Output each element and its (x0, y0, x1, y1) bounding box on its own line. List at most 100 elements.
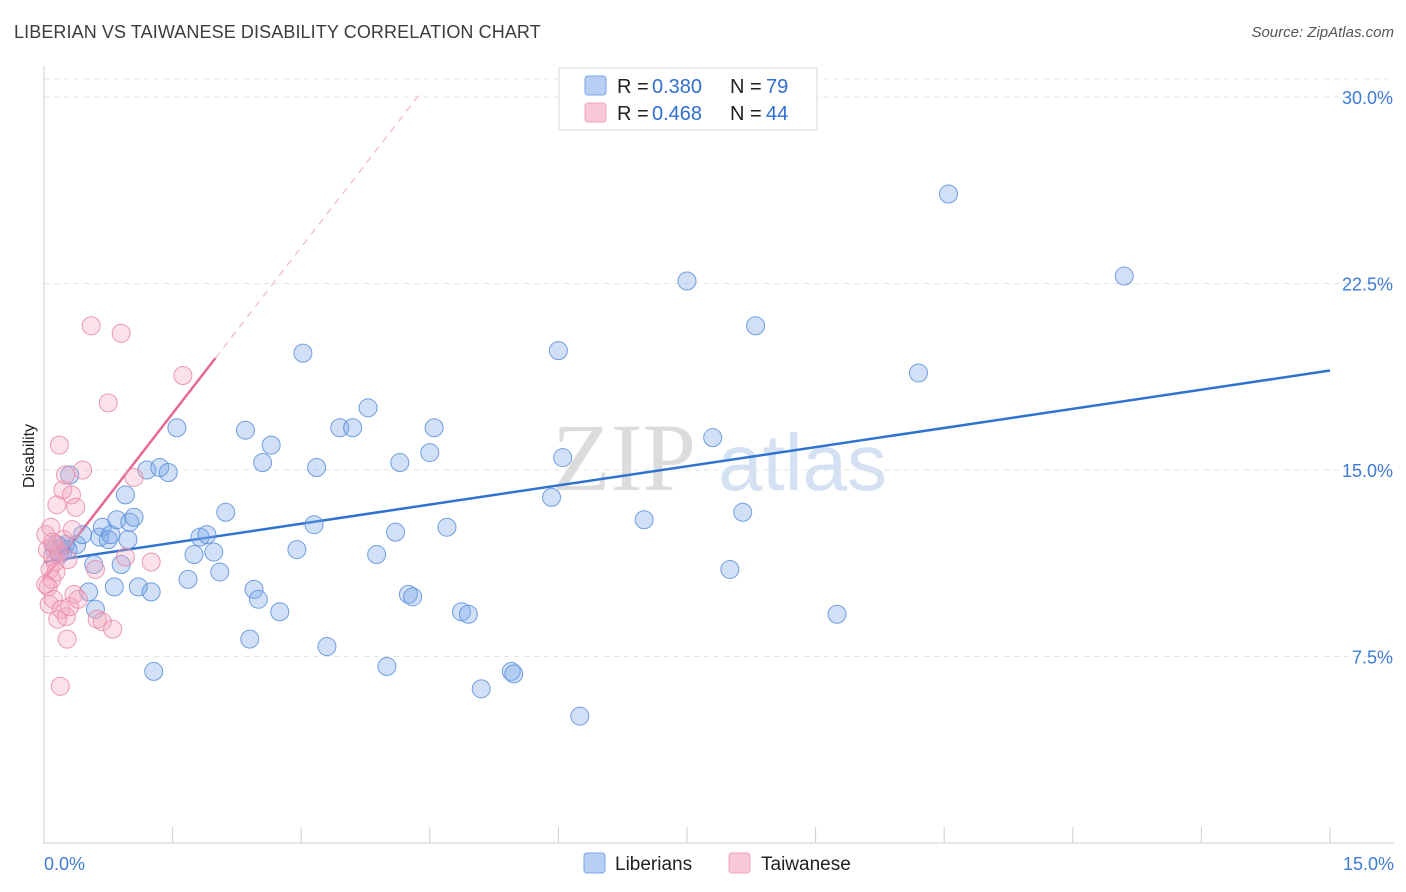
point-taiwanese-29 (68, 589, 88, 609)
point-liberians-46 (293, 343, 313, 363)
x-tick-label-min: 0.0% (44, 854, 85, 874)
point-liberians-41 (248, 589, 268, 609)
point-liberians-32 (184, 545, 204, 565)
point-taiwanese-22 (57, 629, 77, 649)
point-liberians-31 (178, 569, 198, 589)
point-taiwanese-11 (46, 562, 66, 582)
trend-line-extension-taiwanese (214, 91, 422, 359)
point-taiwanese-23 (58, 550, 78, 570)
x-tick-label-max: 15.0% (1343, 854, 1394, 874)
trend-line-liberians (43, 369, 1331, 564)
point-liberians-45 (287, 540, 307, 560)
point-taiwanese-34 (92, 612, 112, 632)
point-liberians-47 (304, 515, 324, 535)
point-liberians-78 (908, 363, 928, 383)
point-liberians-39 (240, 629, 260, 649)
legend-n-value-liberians: 79 (766, 76, 788, 98)
point-taiwanese-38 (115, 547, 135, 567)
point-taiwanese-32 (85, 559, 105, 579)
legend-n-label-liberians: N = (730, 76, 762, 98)
series-liberians (44, 184, 1134, 726)
point-liberians-48 (307, 458, 327, 478)
point-liberians-27 (144, 661, 164, 681)
point-liberians-35 (204, 542, 224, 562)
point-taiwanese-35 (98, 393, 118, 413)
point-liberians-75 (733, 502, 753, 522)
series-taiwanese (36, 316, 193, 696)
bottom-legend-label-taiwanese: Taiwanese (761, 854, 851, 875)
point-liberians-20 (115, 485, 135, 505)
bottom-legend-swatch-taiwanese (728, 852, 751, 874)
point-taiwanese-8 (43, 589, 63, 609)
point-liberians-10 (79, 582, 99, 602)
point-taiwanese-31 (81, 316, 101, 336)
point-taiwanese-37 (111, 323, 131, 343)
point-liberians-17 (104, 577, 124, 597)
point-liberians-29 (158, 462, 178, 482)
point-liberians-30 (167, 418, 187, 438)
legend: R = 0.380 N = 79 R = 0.468 N = 44 (558, 67, 818, 131)
legend-r-value-liberians: 0.380 (652, 76, 702, 98)
point-liberians-53 (367, 545, 387, 565)
legend-swatch-taiwanese (584, 102, 607, 123)
data-points (36, 184, 1134, 726)
bottom-legend-label-liberians: Liberians (615, 854, 692, 875)
point-taiwanese-41 (173, 366, 193, 386)
point-liberians-26 (141, 582, 161, 602)
point-liberians-80 (1114, 266, 1134, 286)
point-taiwanese-25 (61, 485, 81, 505)
point-taiwanese-26 (62, 520, 82, 540)
point-taiwanese-36 (103, 619, 123, 639)
legend-r-value-taiwanese: 0.468 (652, 103, 702, 125)
point-liberians-66 (504, 664, 524, 684)
y-tick-label-3: 30.0% (1342, 88, 1393, 108)
point-taiwanese-15 (49, 435, 69, 455)
legend-n-value-taiwanese: 44 (766, 103, 788, 125)
point-taiwanese-43 (43, 532, 63, 552)
point-liberians-16 (101, 525, 121, 545)
point-taiwanese-20 (55, 465, 75, 485)
point-liberians-69 (553, 448, 573, 468)
point-taiwanese-33 (87, 609, 107, 629)
watermark-atlas: atlas (718, 418, 887, 507)
chart-title: LIBERIAN VS TAIWANESE DISABILITY CORRELA… (14, 22, 541, 42)
point-liberians-54 (377, 656, 397, 676)
y-tick-label-0: 7.5% (1352, 648, 1393, 668)
gridlines (44, 78, 1394, 657)
point-liberians-68 (548, 341, 568, 361)
point-liberians-70 (570, 706, 590, 726)
y-tick-label-2: 22.5% (1342, 275, 1393, 295)
point-taiwanese-39 (124, 467, 144, 487)
point-liberians-64 (471, 679, 491, 699)
point-liberians-38 (235, 420, 255, 440)
point-taiwanese-7 (43, 547, 63, 567)
point-liberians-23 (124, 507, 144, 527)
point-liberians-72 (677, 271, 697, 291)
point-liberians-44 (270, 602, 290, 622)
point-liberians-76 (746, 316, 766, 336)
point-liberians-71 (634, 510, 654, 530)
watermark-zip: ZIP (552, 404, 696, 511)
y-axis-title: Disability (21, 424, 38, 488)
point-liberians-37 (216, 502, 236, 522)
point-liberians-43 (261, 435, 281, 455)
point-liberians-77 (827, 604, 847, 624)
point-taiwanese-28 (66, 497, 86, 517)
point-liberians-65 (501, 661, 521, 681)
bottom-legend-swatch-liberians (583, 852, 606, 874)
point-liberians-58 (403, 587, 423, 607)
y-tick-labels: 7.5% 15.0% 22.5% 30.0% (1342, 88, 1393, 668)
point-taiwanese-30 (73, 460, 93, 480)
point-liberians-40 (244, 579, 264, 599)
source-label: Source: ZipAtlas.com (1251, 24, 1394, 41)
point-liberians-12 (85, 599, 105, 619)
point-liberians-55 (386, 522, 406, 542)
point-liberians-61 (437, 517, 457, 537)
y-tick-label-1: 15.0% (1342, 461, 1393, 481)
legend-r-label-taiwanese: R = (617, 103, 649, 125)
point-taiwanese-21 (56, 607, 76, 627)
point-taiwanese-16 (50, 676, 70, 696)
point-liberians-56 (390, 453, 410, 473)
point-liberians-8 (67, 535, 87, 555)
